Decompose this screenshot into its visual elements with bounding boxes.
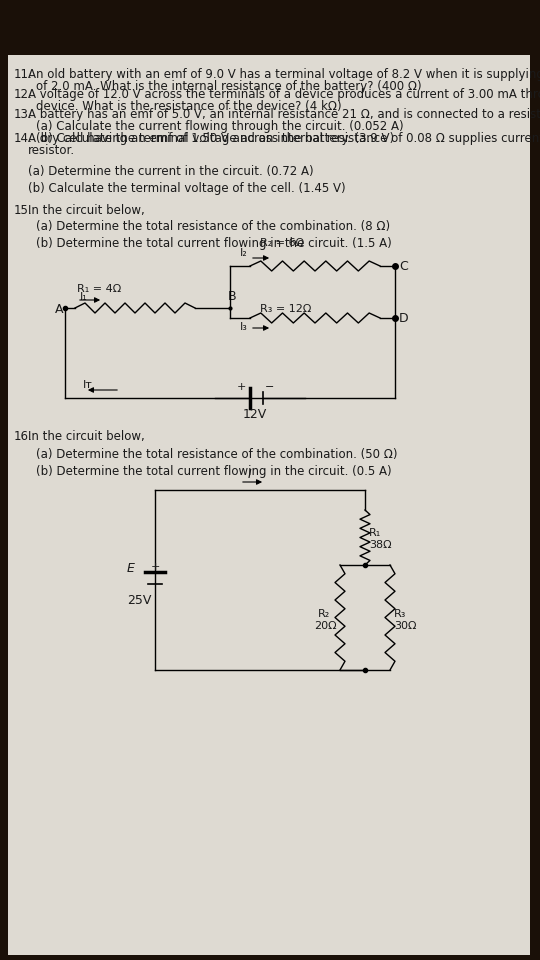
Text: +: + — [151, 562, 160, 572]
Text: A dry cell having an emf of 1.50 V and an internal resistance of 0.08 Ω supplies: A dry cell having an emf of 1.50 V and a… — [28, 132, 540, 145]
Text: (b) Determine the total current flowing in the circuit. (0.5 A): (b) Determine the total current flowing … — [36, 465, 391, 478]
Text: (b) Calculate the terminal voltage of the cell. (1.45 V): (b) Calculate the terminal voltage of th… — [28, 182, 346, 195]
Text: I₁: I₁ — [80, 292, 87, 302]
Text: 25V: 25V — [127, 594, 151, 607]
Text: (a) Determine the current in the circuit. (0.72 A): (a) Determine the current in the circuit… — [28, 165, 314, 178]
FancyBboxPatch shape — [8, 55, 530, 955]
Text: In the circuit below,: In the circuit below, — [28, 204, 145, 217]
Text: of 2.0 mA. What is the internal resistance of the battery? (400 Ω): of 2.0 mA. What is the internal resistan… — [36, 80, 422, 93]
Text: In the circuit below,: In the circuit below, — [28, 430, 145, 443]
Text: 12V: 12V — [243, 408, 267, 421]
Text: D: D — [399, 312, 409, 325]
Text: 14.: 14. — [14, 132, 33, 145]
Text: R₂ = 6Ω: R₂ = 6Ω — [260, 238, 304, 248]
Text: 15.: 15. — [14, 204, 32, 217]
Text: 13.: 13. — [14, 108, 32, 121]
Text: 16.: 16. — [14, 430, 33, 443]
Text: B: B — [228, 290, 237, 303]
Text: (b) Calculate the terminal voltage across the battery. (3.9 V): (b) Calculate the terminal voltage acros… — [36, 132, 394, 145]
Text: I₂: I₂ — [240, 248, 248, 258]
Text: C: C — [399, 260, 408, 273]
Text: 38Ω: 38Ω — [369, 540, 392, 550]
Text: R₁ = 4Ω: R₁ = 4Ω — [77, 284, 122, 294]
Text: A battery has an emf of 5.0 V, an internal resistance 21 Ω, and is connected to : A battery has an emf of 5.0 V, an intern… — [28, 108, 540, 121]
Text: I₃: I₃ — [240, 322, 248, 332]
Text: Iᴛ: Iᴛ — [83, 380, 93, 390]
Text: (a) Determine the total resistance of the combination. (8 Ω): (a) Determine the total resistance of th… — [36, 220, 390, 233]
Text: An old battery with an emf of 9.0 V has a terminal voltage of 8.2 V when it is s: An old battery with an emf of 9.0 V has … — [28, 68, 540, 81]
Text: E: E — [127, 562, 135, 575]
Text: +: + — [237, 382, 246, 392]
Text: 12.: 12. — [14, 88, 33, 101]
Text: 30Ω: 30Ω — [394, 621, 416, 631]
Text: (b) Determine the total current flowing in the circuit. (1.5 A): (b) Determine the total current flowing … — [36, 237, 391, 250]
Text: 20Ω: 20Ω — [314, 621, 336, 631]
Text: I: I — [248, 468, 252, 481]
Text: (a) Calculate the current flowing through the circuit. (0.052 A): (a) Calculate the current flowing throug… — [36, 120, 403, 133]
Text: A voltage of 12.0 V across the terminals of a device produces a current of 3.00 : A voltage of 12.0 V across the terminals… — [28, 88, 540, 101]
Text: A: A — [55, 303, 64, 316]
Text: device. What is the resistance of the device? (4 kΩ): device. What is the resistance of the de… — [36, 100, 342, 113]
Text: −: − — [265, 382, 274, 392]
Text: 11.: 11. — [14, 68, 33, 81]
Text: R₂: R₂ — [318, 609, 330, 619]
Text: R₃ = 12Ω: R₃ = 12Ω — [260, 304, 312, 314]
Text: (a) Determine the total resistance of the combination. (50 Ω): (a) Determine the total resistance of th… — [36, 448, 397, 461]
Text: resistor.: resistor. — [28, 144, 75, 157]
Text: R₃: R₃ — [394, 609, 407, 619]
Text: R₁: R₁ — [369, 528, 381, 538]
